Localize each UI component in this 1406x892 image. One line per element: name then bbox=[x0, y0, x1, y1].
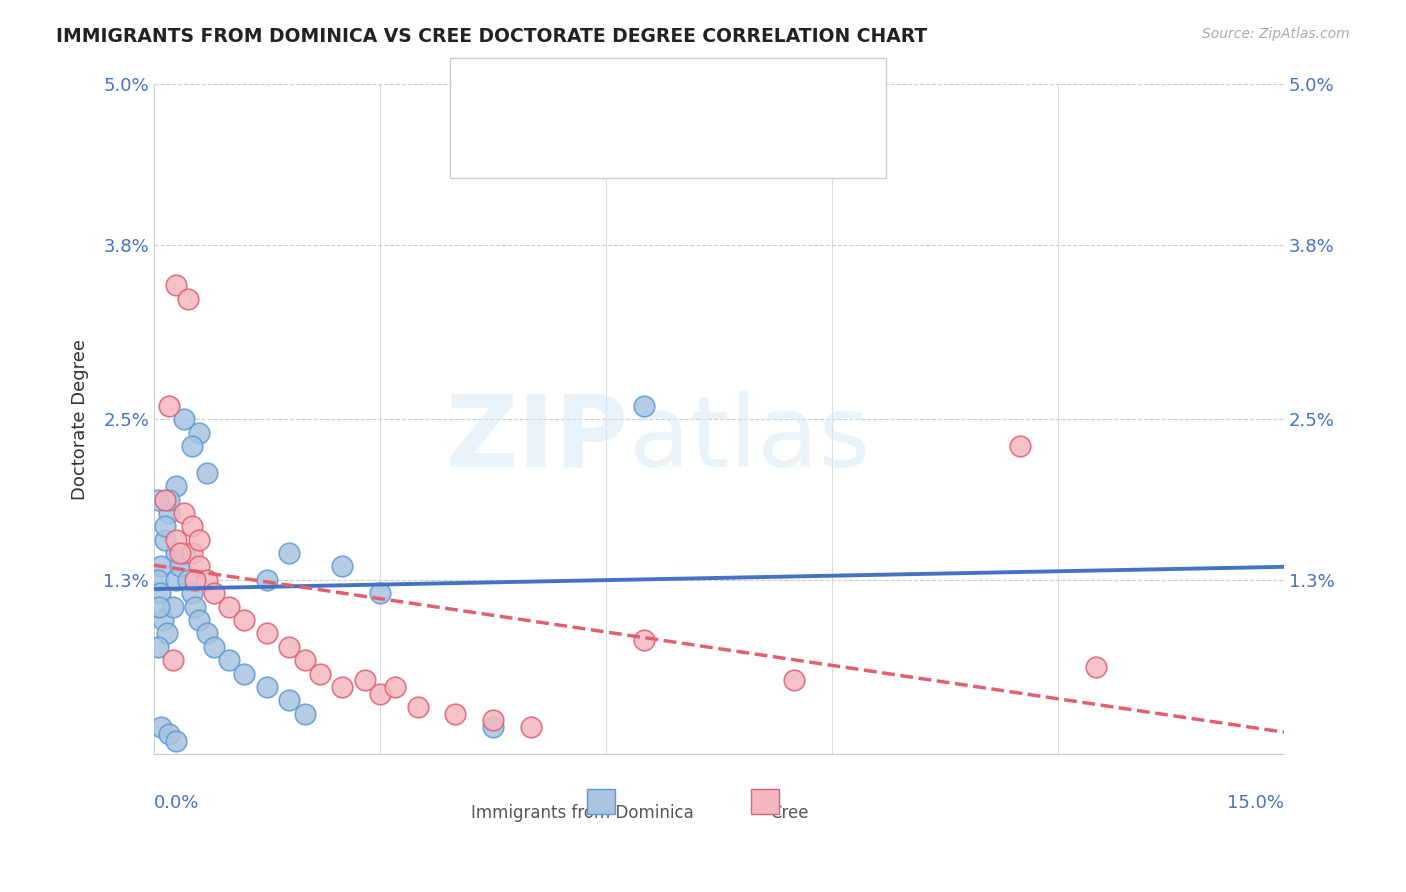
Point bbox=[195, 626, 218, 640]
Point bbox=[384, 680, 406, 694]
Text: Source: ZipAtlas.com: Source: ZipAtlas.com bbox=[1202, 27, 1350, 41]
Point bbox=[188, 425, 211, 440]
Point bbox=[278, 693, 301, 707]
Point bbox=[218, 653, 240, 667]
Point bbox=[153, 492, 176, 507]
Point bbox=[166, 573, 188, 587]
Point bbox=[157, 506, 180, 520]
Point bbox=[166, 546, 188, 560]
Point bbox=[166, 278, 188, 293]
Point bbox=[278, 640, 301, 654]
Point bbox=[1010, 439, 1032, 453]
Point bbox=[278, 546, 301, 560]
Text: ZIP: ZIP bbox=[446, 391, 628, 488]
Point bbox=[180, 519, 202, 533]
Point bbox=[188, 613, 211, 627]
Point bbox=[150, 559, 173, 574]
Point bbox=[177, 573, 200, 587]
Point bbox=[180, 439, 202, 453]
Point bbox=[157, 492, 180, 507]
Point bbox=[173, 546, 195, 560]
Text: IMMIGRANTS FROM DOMINICA VS CREE DOCTORATE DEGREE CORRELATION CHART: IMMIGRANTS FROM DOMINICA VS CREE DOCTORA… bbox=[56, 27, 928, 45]
FancyBboxPatch shape bbox=[470, 113, 502, 150]
Point bbox=[633, 633, 655, 648]
Text: N =: N = bbox=[661, 82, 692, 101]
Point bbox=[180, 546, 202, 560]
Point bbox=[353, 673, 375, 688]
Point bbox=[184, 573, 207, 587]
Point bbox=[308, 666, 330, 681]
Point bbox=[148, 599, 170, 614]
Point bbox=[256, 626, 278, 640]
Point bbox=[169, 546, 191, 560]
Text: 0.139: 0.139 bbox=[562, 82, 614, 101]
Point bbox=[202, 640, 225, 654]
Point bbox=[162, 599, 184, 614]
Text: 15.0%: 15.0% bbox=[1227, 794, 1284, 812]
Point bbox=[195, 466, 218, 480]
Point bbox=[633, 399, 655, 413]
Point bbox=[256, 680, 278, 694]
Text: 0.0%: 0.0% bbox=[153, 794, 200, 812]
Point bbox=[166, 479, 188, 493]
Point bbox=[218, 599, 240, 614]
Point bbox=[166, 533, 188, 547]
Point bbox=[233, 613, 256, 627]
Point bbox=[157, 399, 180, 413]
Point bbox=[188, 533, 211, 547]
Point bbox=[153, 533, 176, 547]
Point bbox=[156, 626, 179, 640]
Point bbox=[162, 653, 184, 667]
Text: R =: R = bbox=[513, 82, 544, 101]
Point bbox=[368, 586, 391, 600]
Text: 42: 42 bbox=[710, 82, 734, 101]
Point bbox=[173, 412, 195, 426]
Point bbox=[783, 673, 806, 688]
Point bbox=[519, 720, 541, 734]
Point bbox=[195, 573, 218, 587]
Point bbox=[169, 559, 191, 574]
Text: Immigrants from Dominica: Immigrants from Dominica bbox=[471, 805, 695, 822]
Point bbox=[146, 640, 169, 654]
Point bbox=[152, 613, 174, 627]
Point bbox=[406, 700, 429, 714]
Text: 33: 33 bbox=[710, 123, 734, 141]
Text: -0.250: -0.250 bbox=[562, 123, 621, 141]
Y-axis label: Doctorate Degree: Doctorate Degree bbox=[72, 339, 89, 500]
Point bbox=[202, 586, 225, 600]
Point bbox=[1084, 660, 1107, 674]
Point bbox=[184, 599, 207, 614]
Point bbox=[166, 733, 188, 747]
Point bbox=[146, 573, 169, 587]
Point bbox=[368, 687, 391, 701]
Point bbox=[150, 720, 173, 734]
Text: N =: N = bbox=[661, 123, 692, 141]
Text: atlas: atlas bbox=[628, 391, 870, 488]
Point bbox=[256, 573, 278, 587]
Point bbox=[330, 559, 353, 574]
Point bbox=[330, 680, 353, 694]
Point bbox=[294, 706, 316, 721]
Point bbox=[157, 727, 180, 741]
Point bbox=[482, 720, 505, 734]
Point bbox=[149, 586, 172, 600]
Text: R =: R = bbox=[513, 123, 544, 141]
Point bbox=[153, 519, 176, 533]
Point bbox=[482, 714, 505, 728]
Point bbox=[173, 506, 195, 520]
Point bbox=[444, 706, 467, 721]
Text: Cree: Cree bbox=[770, 805, 808, 822]
Point bbox=[188, 559, 211, 574]
Bar bbox=[751, 789, 779, 814]
Bar bbox=[586, 789, 614, 814]
Point bbox=[180, 586, 202, 600]
Point bbox=[233, 666, 256, 681]
Point bbox=[148, 492, 170, 507]
Point bbox=[177, 292, 200, 306]
Point bbox=[294, 653, 316, 667]
FancyBboxPatch shape bbox=[470, 73, 502, 109]
